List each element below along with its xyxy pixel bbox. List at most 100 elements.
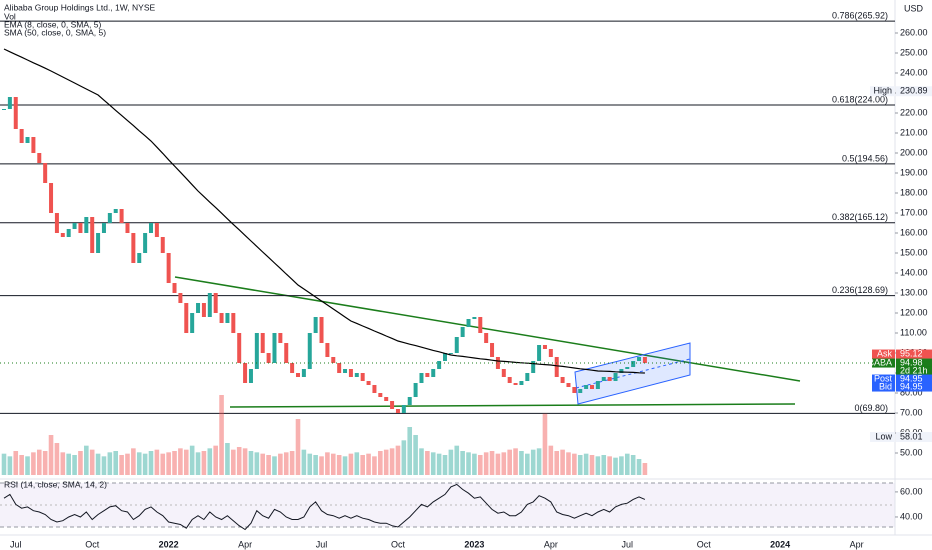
candle <box>613 373 618 381</box>
volume-bar <box>142 453 148 475</box>
candle <box>531 361 536 373</box>
volume-bar <box>595 456 601 475</box>
quote-tag <box>896 349 932 359</box>
volume-bar <box>489 451 495 475</box>
volume-bar <box>66 453 71 475</box>
volume-bar <box>113 451 119 475</box>
volume-bar <box>201 451 207 475</box>
candle <box>172 283 177 293</box>
candle <box>642 357 647 364</box>
y-tick-label: 50.00 <box>900 447 923 457</box>
candle <box>190 313 195 333</box>
volume-bar <box>589 455 595 475</box>
candle <box>425 373 430 377</box>
candle <box>225 313 230 323</box>
y-tick-label: 260.00 <box>900 27 928 37</box>
volume-bar <box>19 455 24 475</box>
candle <box>60 233 65 237</box>
volume-bar <box>25 456 30 475</box>
sma-line <box>3 48 645 374</box>
volume-bar <box>483 452 489 475</box>
candle <box>278 333 283 343</box>
volume-bar <box>183 449 189 475</box>
candle <box>166 253 171 283</box>
volume-bar <box>119 455 124 475</box>
candle <box>490 343 495 357</box>
volume-bar <box>430 452 436 475</box>
fib-label: 0.786(265.92) <box>832 11 888 21</box>
candle <box>366 381 371 385</box>
volume-bar <box>607 456 612 475</box>
candle <box>519 381 524 385</box>
y-tick-label: 160.00 <box>900 227 928 237</box>
volume-bar <box>348 453 354 475</box>
candle <box>307 333 312 369</box>
volume-bar <box>442 455 448 475</box>
fib-label: 0.618(224.00) <box>832 94 888 104</box>
candle <box>178 293 183 303</box>
candle <box>272 333 277 363</box>
candle <box>37 153 42 163</box>
fib-label: 0.382(165.12) <box>832 212 888 222</box>
legend-rsi: RSI (14, close, SMA, 14, 2) <box>4 479 107 489</box>
volume-bar <box>548 445 554 475</box>
volume-bar <box>42 451 48 475</box>
volume-bar <box>72 455 77 475</box>
volume-bar <box>419 448 424 475</box>
volume-bar <box>619 456 624 475</box>
candle <box>401 405 406 413</box>
volume-bar <box>48 435 54 475</box>
candle <box>354 373 359 377</box>
candle <box>619 369 624 373</box>
candle <box>431 369 436 377</box>
candle <box>137 253 142 263</box>
trendline <box>229 403 796 408</box>
marker-value: 230.89 <box>900 86 928 96</box>
y-tick-label: 180.00 <box>900 187 928 197</box>
candle <box>243 363 248 383</box>
candle <box>96 233 101 253</box>
volume-bar <box>107 452 113 475</box>
volume-bar <box>519 451 524 475</box>
volume-bar <box>101 456 107 475</box>
trendline <box>174 276 801 382</box>
candle <box>578 389 583 393</box>
candle <box>7 97 12 109</box>
volume-bar <box>472 453 477 475</box>
y-tick-label: 70.00 <box>900 407 923 417</box>
candle <box>237 333 242 363</box>
candle <box>13 97 18 129</box>
volume-bar <box>189 445 195 475</box>
volume-bar <box>507 449 512 475</box>
candle <box>395 409 400 413</box>
x-tick-label: 2023 <box>464 539 484 549</box>
quote-name-bg <box>872 349 895 359</box>
drawings <box>174 276 801 408</box>
candle <box>337 363 342 373</box>
x-tick-label: Jul <box>316 539 328 549</box>
candle <box>90 217 95 253</box>
volume-bar <box>554 451 560 475</box>
candle <box>513 383 518 385</box>
candle <box>54 213 59 233</box>
candle <box>290 363 295 373</box>
legend-ema: EMA (8, close, 0, SMA, 5) <box>4 19 101 29</box>
quote-name-bg <box>872 374 895 384</box>
candle <box>325 343 330 357</box>
volume-bar <box>225 443 230 475</box>
candle <box>313 317 318 333</box>
quote-value: 2d 21h <box>900 365 928 375</box>
volume-bar <box>84 445 89 475</box>
y-tick-label: 250.00 <box>900 47 928 57</box>
candle <box>331 357 336 363</box>
volume-bar <box>460 451 465 475</box>
volume-bar <box>148 451 154 475</box>
x-tick-label: 2022 <box>159 539 179 549</box>
candle <box>78 223 83 233</box>
quote-tag <box>896 374 932 384</box>
candle <box>443 353 447 361</box>
x-tick-label: Oct <box>697 539 712 549</box>
marker-tag <box>896 86 932 97</box>
candle <box>507 377 512 383</box>
marker-name: High <box>873 86 892 96</box>
